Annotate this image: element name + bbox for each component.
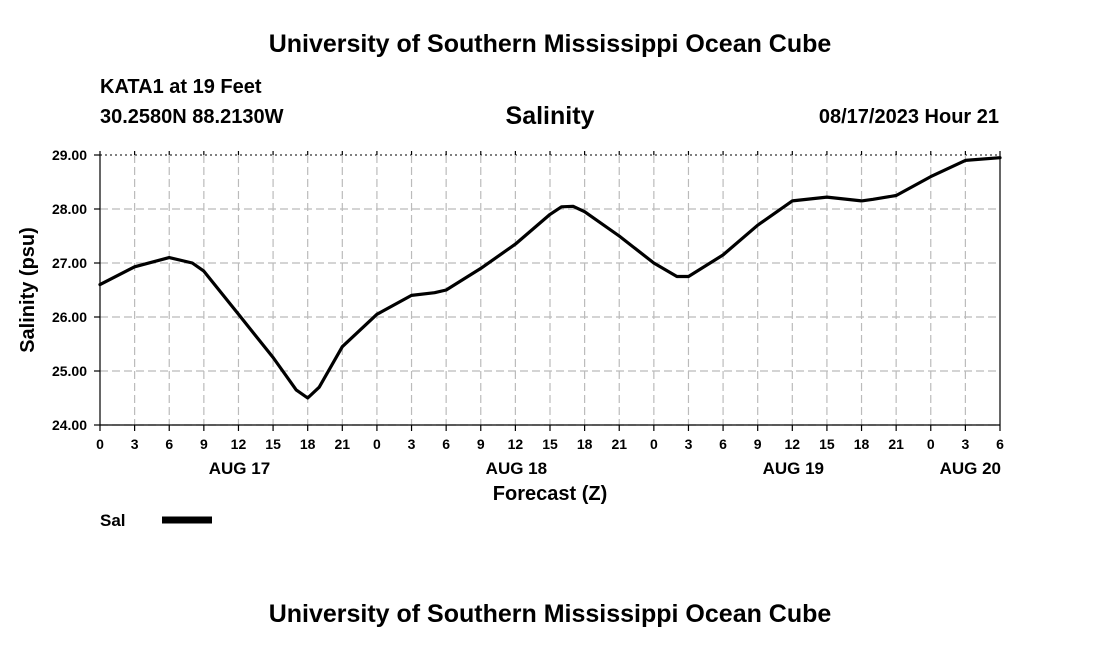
y-tick-label: 27.00: [52, 255, 87, 271]
day-label: AUG 18: [486, 459, 547, 478]
x-tick-label: 18: [300, 436, 316, 452]
x-tick-label: 21: [611, 436, 627, 452]
day-label: AUG 19: [763, 459, 824, 478]
forecast-date: 08/17/2023 Hour 21: [818, 106, 999, 128]
day-label: AUG 20: [940, 459, 1001, 478]
x-tick-label: 0: [96, 436, 104, 452]
parameter-title: Salinity: [505, 102, 595, 130]
x-tick-label: 15: [542, 436, 558, 452]
legend-label: Sal: [100, 511, 126, 530]
day-label: AUG 17: [209, 459, 270, 478]
x-tick-label: 6: [996, 436, 1004, 452]
x-tick-label: 12: [508, 436, 524, 452]
x-tick-label: 6: [165, 436, 173, 452]
x-tick-label: 18: [577, 436, 593, 452]
x-tick-label: 15: [265, 436, 281, 452]
x-tick-label: 3: [408, 436, 416, 452]
chart-title-bottom: University of Southern Mississippi Ocean…: [268, 600, 832, 628]
x-tick-label: 3: [961, 436, 969, 452]
y-tick-label: 26.00: [52, 309, 87, 325]
x-tick-label: 9: [200, 436, 208, 452]
x-axis-label: Forecast (Z): [493, 483, 607, 505]
x-tick-label: 0: [650, 436, 658, 452]
y-tick-label: 29.00: [52, 147, 87, 163]
x-tick-label: 3: [131, 436, 139, 452]
x-tick-label: 9: [477, 436, 485, 452]
x-tick-label: 9: [754, 436, 762, 452]
x-tick-label: 0: [927, 436, 935, 452]
x-tick-label: 12: [231, 436, 247, 452]
x-tick-label: 6: [442, 436, 450, 452]
salinity-chart: 24.00 25.00 26.00 27.00 28.00 29.00 0 3 6 9 12 15 18…: [17, 147, 1004, 530]
x-tick-label: 21: [335, 436, 351, 452]
y-tick-label: 25.00: [52, 363, 87, 379]
x-tick-label: 15: [819, 436, 835, 452]
y-axis-label: Salinity (psu): [17, 227, 39, 353]
series-line-sal: [98, 156, 1002, 400]
x-tick-label: 18: [854, 436, 870, 452]
station-label: KATA1 at 19 Feet: [100, 76, 262, 98]
x-tick-label: 21: [888, 436, 904, 452]
chart-title-top: University of Southern Mississippi Ocean…: [268, 30, 832, 58]
y-tick-label: 24.00: [52, 417, 87, 433]
x-tick-label: 12: [785, 436, 801, 452]
coordinates-label: 30.2580N 88.2130W: [100, 106, 284, 128]
x-tick-label: 0: [373, 436, 381, 452]
x-tick-label: 6: [719, 436, 727, 452]
x-tick-label: 3: [685, 436, 693, 452]
y-tick-label: 28.00: [52, 201, 87, 217]
